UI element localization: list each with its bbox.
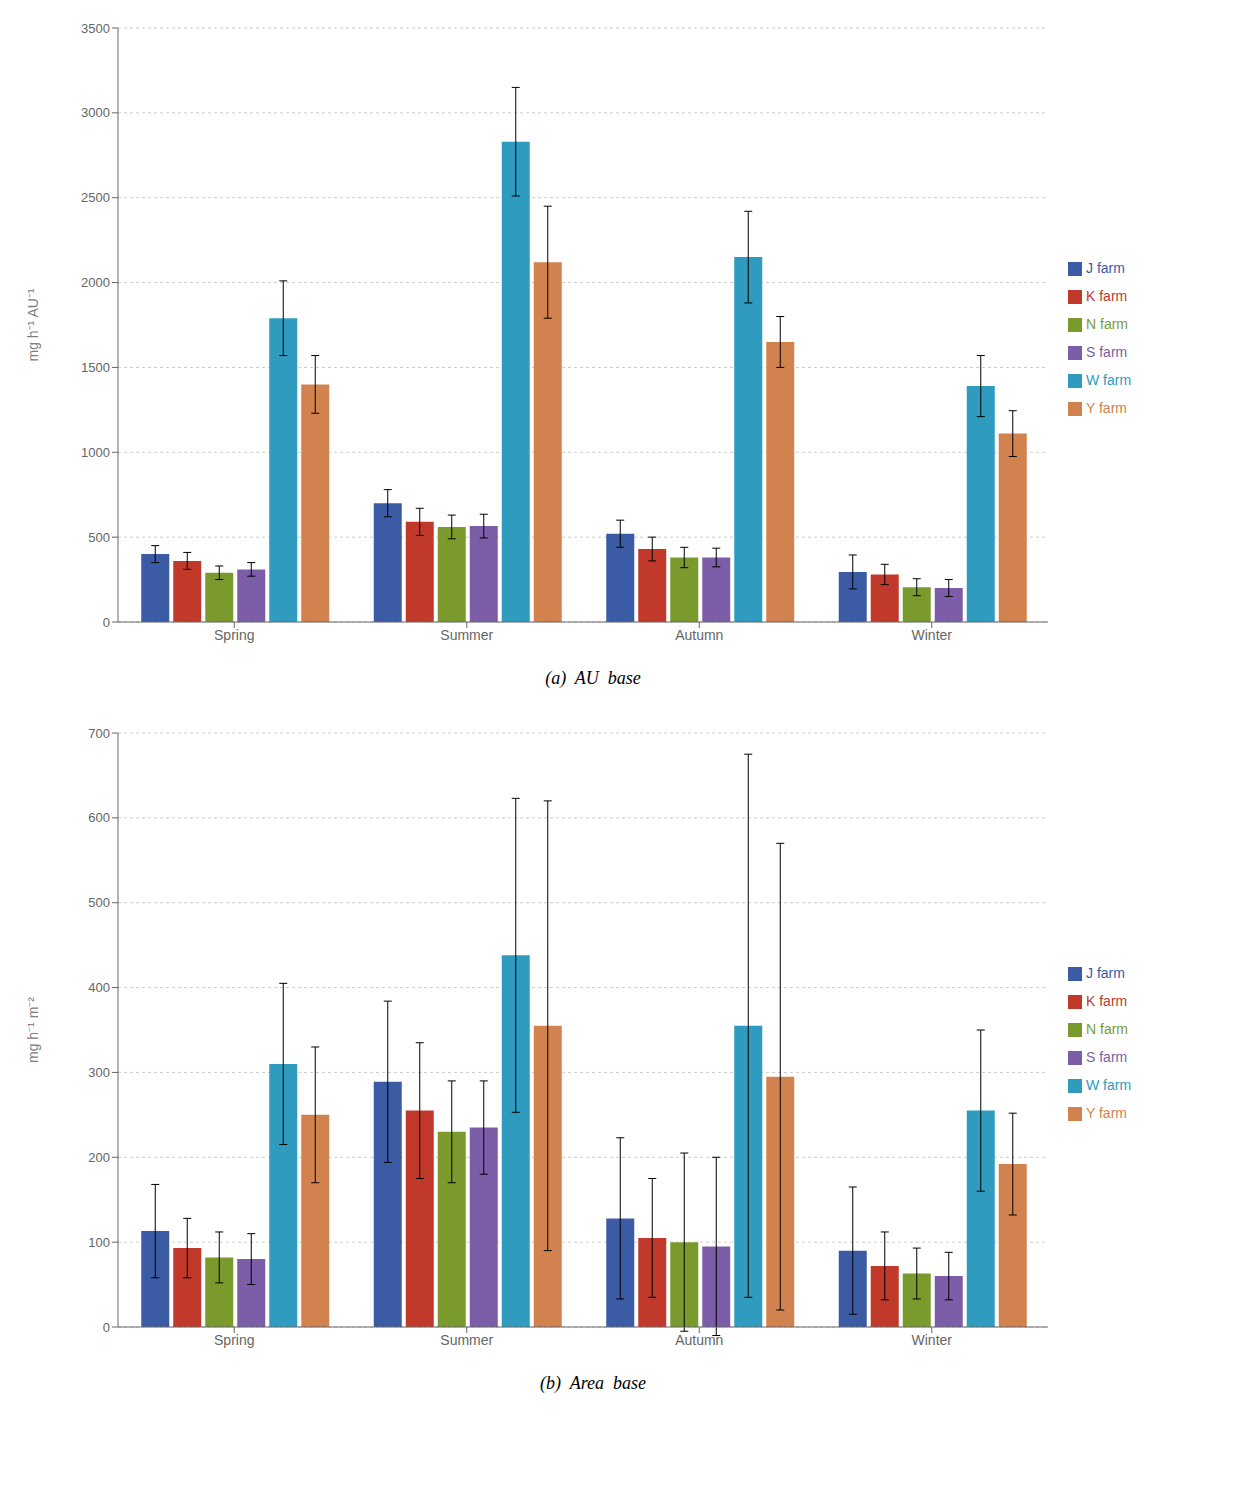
html-text:Y farm: Y farm	[1086, 400, 1127, 416]
html-text:J farm: J farm	[1086, 260, 1125, 276]
svg-text:Summer: Summer	[440, 1332, 493, 1348]
svg-text:1500: 1500	[81, 360, 110, 375]
svg-text:3000: 3000	[81, 105, 110, 120]
svg-text:100: 100	[88, 1235, 110, 1250]
html-text:W farm: W farm	[1086, 372, 1132, 388]
svg-text:500: 500	[88, 895, 110, 910]
svg-text:Spring: Spring	[214, 627, 254, 643]
html-text:N farm: N farm	[1086, 1021, 1128, 1037]
html-text:W farm: W farm	[1086, 1077, 1132, 1093]
html-text:(b) Area base: (b) Area base	[540, 1373, 646, 1393]
svg-text:Spring: Spring	[214, 1332, 254, 1348]
svg-text:600: 600	[88, 810, 110, 825]
svg-text:300: 300	[88, 1065, 110, 1080]
html-text:S farm: S farm	[1086, 344, 1128, 360]
html-text:N farm: N farm	[1086, 316, 1128, 332]
svg-text:3500: 3500	[81, 21, 110, 36]
svg-text:Summer: Summer	[440, 627, 493, 643]
svg-text:1000: 1000	[81, 445, 110, 460]
svg-text:500: 500	[88, 530, 110, 545]
svg-text:700: 700	[88, 726, 110, 741]
svg-text:400: 400	[88, 980, 110, 995]
svg-text:0: 0	[103, 615, 110, 630]
svg-text:0: 0	[103, 1320, 110, 1335]
svg-text:Autumn: Autumn	[675, 627, 723, 643]
html-text:S farm: S farm	[1086, 1049, 1128, 1065]
html-text:(a) AU base: (a) AU base	[545, 668, 641, 688]
html-text:Y farm: Y farm	[1086, 1105, 1127, 1121]
svg-text:Winter: Winter	[912, 1332, 953, 1348]
html-text:K farm: K farm	[1086, 993, 1128, 1009]
svg-text:200: 200	[88, 1150, 110, 1165]
html-text:J farm: J farm	[1086, 965, 1125, 981]
svg-text:mg h⁻¹ AU⁻¹: mg h⁻¹ AU⁻¹	[25, 288, 41, 361]
svg-text:mg h⁻¹ m⁻²: mg h⁻¹ m⁻²	[25, 997, 41, 1063]
svg-text:Winter: Winter	[912, 627, 953, 643]
svg-text:2000: 2000	[81, 275, 110, 290]
svg-text:2500: 2500	[81, 190, 110, 205]
html-text:K farm: K farm	[1086, 288, 1128, 304]
svg-text:Autumn: Autumn	[675, 1332, 723, 1348]
